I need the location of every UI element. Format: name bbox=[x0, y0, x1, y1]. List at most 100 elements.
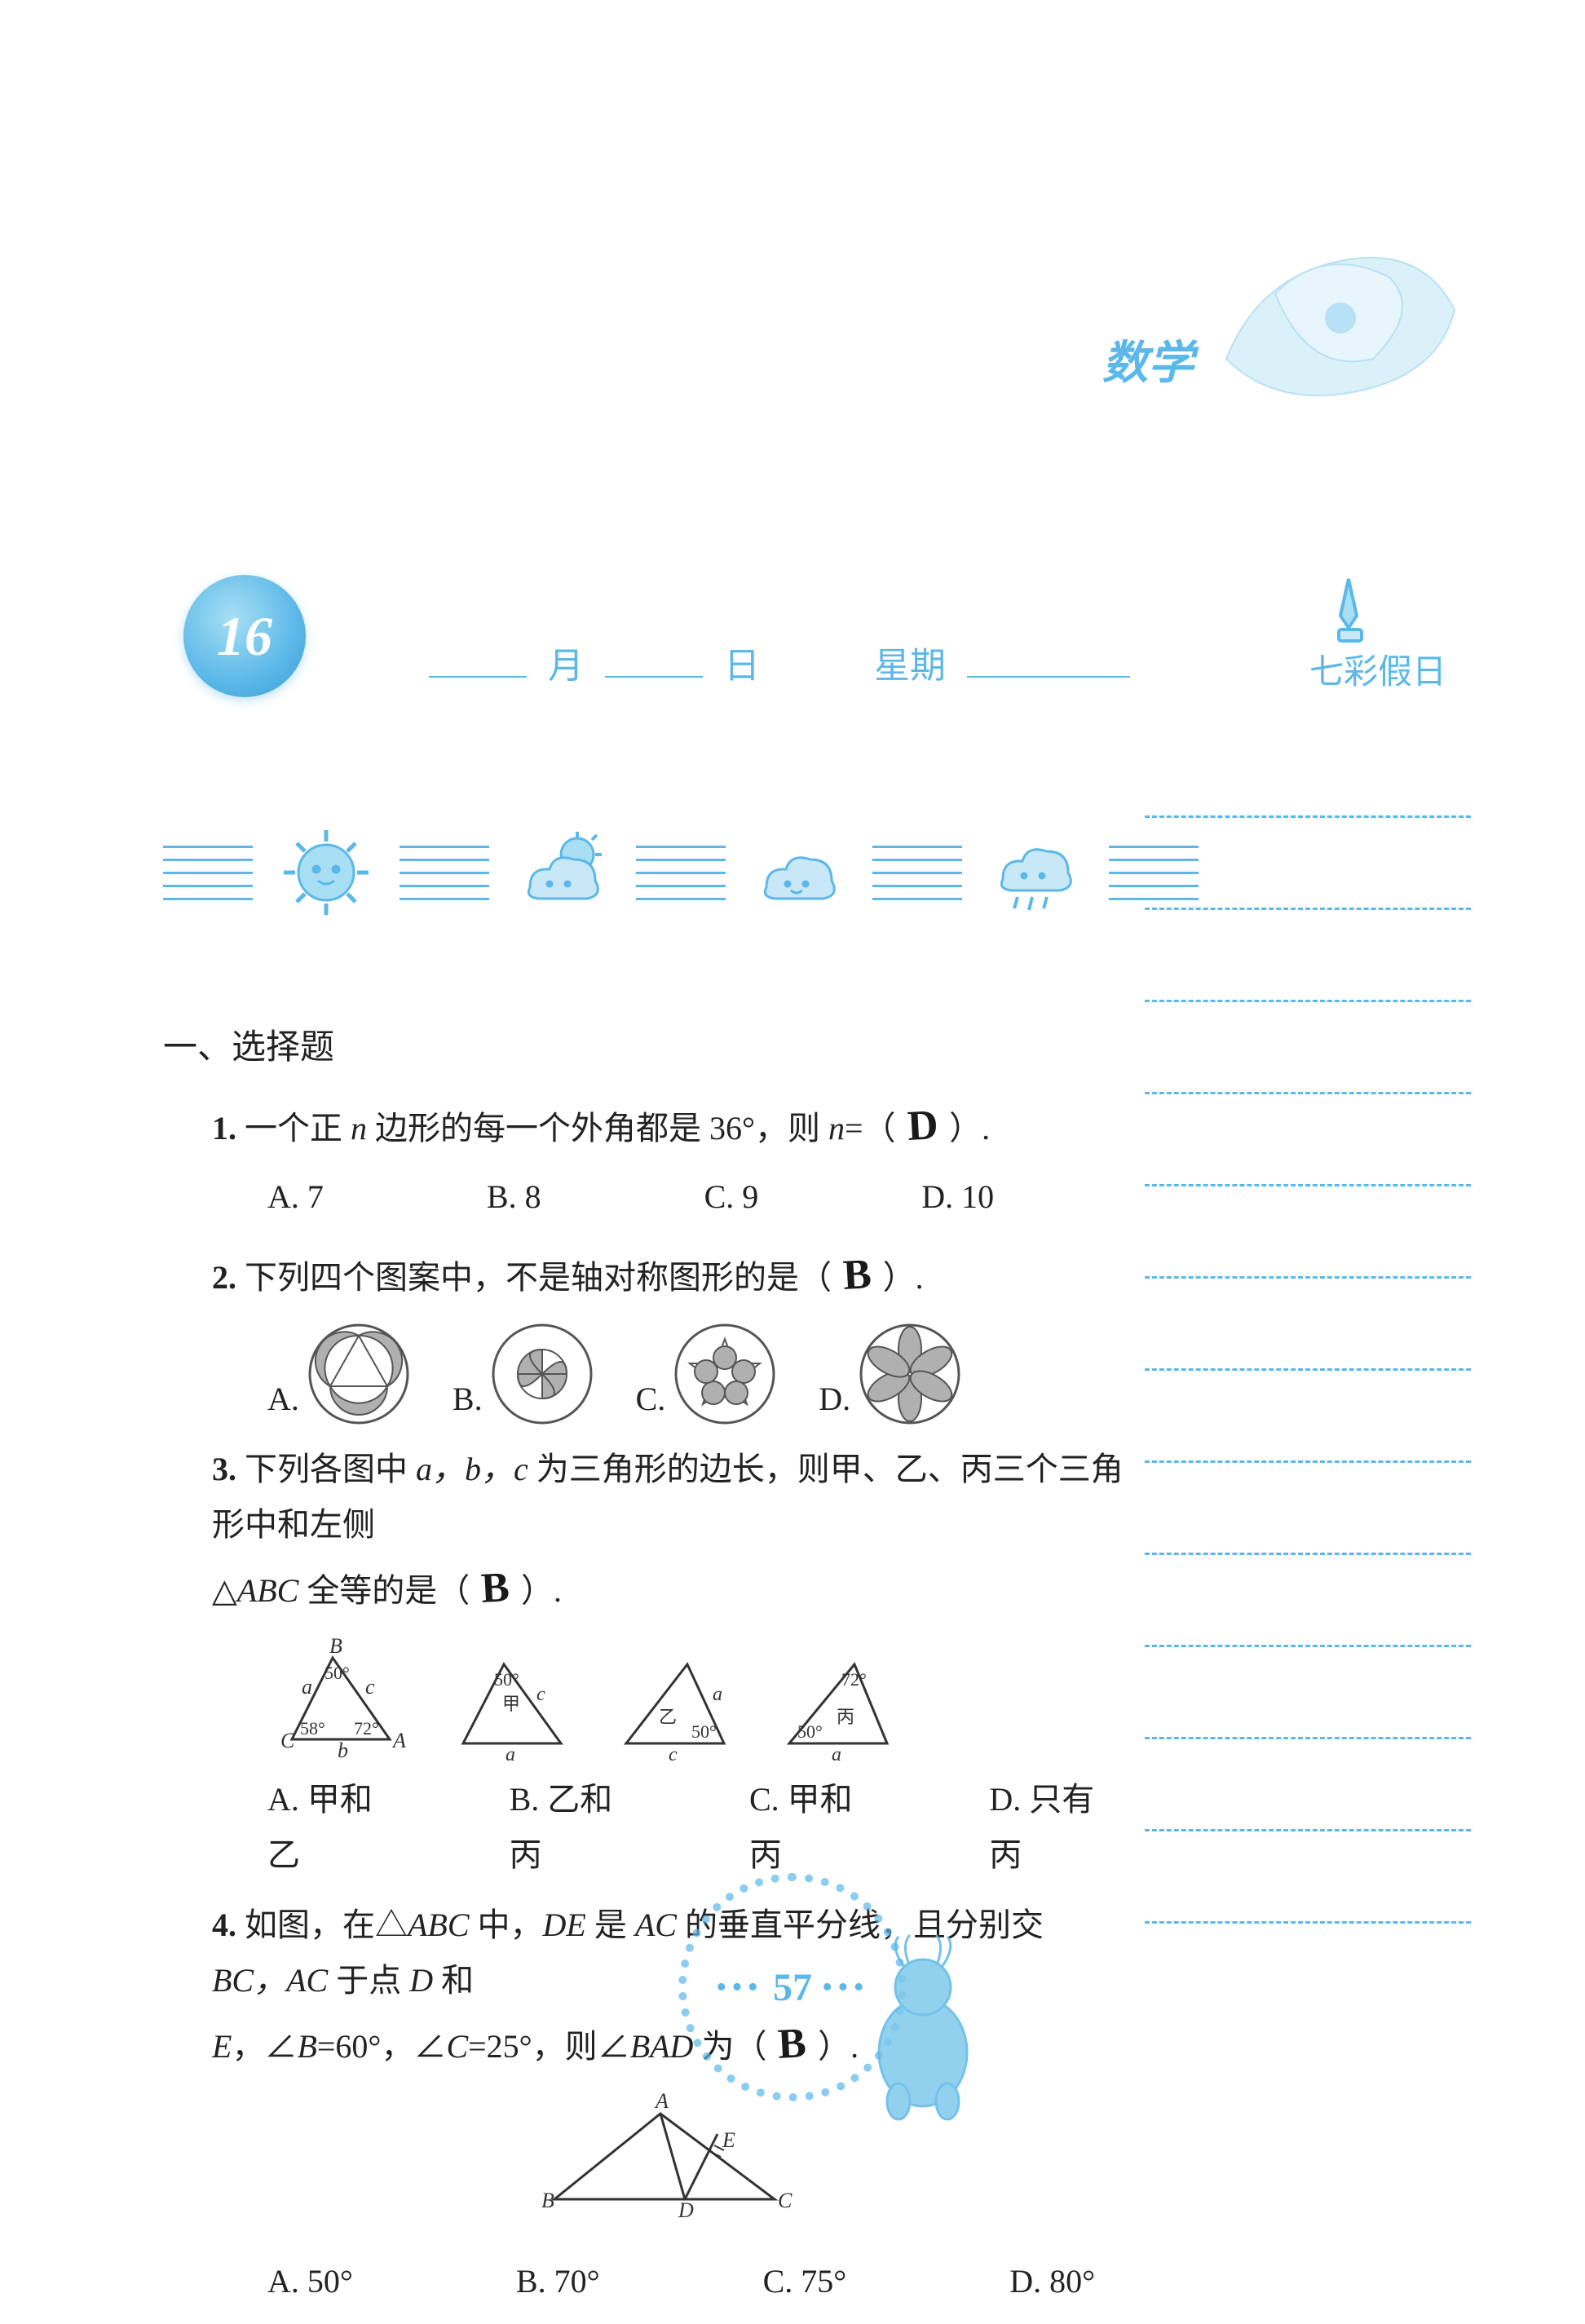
cloud-sun-icon bbox=[514, 824, 611, 921]
side-label: 七彩假日 bbox=[1309, 644, 1446, 694]
q1-opt-d: D. 10 bbox=[921, 1169, 994, 1225]
q4-de: DE bbox=[543, 1906, 586, 1943]
side-dash-lines bbox=[1145, 815, 1471, 1924]
q4-opt-d: D. 80° bbox=[1009, 2254, 1095, 2309]
dash-line[interactable] bbox=[1145, 1645, 1471, 1647]
svg-text:b: b bbox=[338, 1739, 348, 1762]
svg-text:72°: 72° bbox=[841, 1669, 867, 1690]
q1-text-suffix: =（ bbox=[845, 1110, 896, 1147]
h-lines-icon bbox=[872, 840, 962, 905]
dash-line[interactable] bbox=[1145, 1000, 1471, 1002]
q2-answer: B bbox=[841, 1239, 873, 1312]
svg-text:A: A bbox=[391, 1729, 406, 1752]
q2-opt-b-item: B. bbox=[453, 1321, 595, 1427]
day-blank[interactable] bbox=[605, 676, 703, 678]
q4-opt-b: B. 70° bbox=[516, 2254, 600, 2309]
svg-text:c: c bbox=[669, 1744, 678, 1764]
q3-text-end: ）. bbox=[521, 1572, 562, 1609]
page: 数学 16 月 日 星期 七彩假日 bbox=[0, 0, 1585, 2264]
weekday-label: 星期 bbox=[874, 636, 946, 688]
q3-opt-a: A. 甲和乙 bbox=[267, 1772, 404, 1883]
dash-line[interactable] bbox=[1145, 1368, 1471, 1371]
q3-triangles: B C A a c b 50° 58° 72° bbox=[267, 1633, 1125, 1764]
q2-opt-d-item: D. bbox=[819, 1321, 963, 1427]
q4-opt-c: C. 75° bbox=[763, 2254, 847, 2309]
q4-abc: ABC bbox=[408, 1906, 470, 1943]
q4-bcac: BC，AC bbox=[212, 1962, 328, 1999]
triangle-yi-icon: 50° 乙 c a bbox=[610, 1641, 740, 1764]
q3-line2-prefix: △ bbox=[212, 1572, 237, 1609]
dash-line[interactable] bbox=[1145, 1553, 1471, 1555]
q3-text-prefix: 下列各图中 bbox=[245, 1451, 416, 1487]
q4-num: 4. bbox=[212, 1906, 236, 1943]
day-number: 16 bbox=[183, 575, 306, 697]
dash-line[interactable] bbox=[1145, 1460, 1471, 1463]
page-footer: ••• 57 ••• bbox=[646, 1873, 939, 2101]
h-lines-icon bbox=[636, 840, 726, 905]
svg-text:a: a bbox=[302, 1675, 312, 1699]
q4-line2-e: E bbox=[212, 2028, 232, 2065]
q4-line2-mid3: =25°，则∠ bbox=[468, 2028, 630, 2065]
svg-text:B: B bbox=[329, 1634, 342, 1658]
dash-line[interactable] bbox=[1145, 1921, 1471, 1924]
q1-options: A. 7 B. 8 C. 9 D. 10 bbox=[267, 1169, 1125, 1225]
q3-opt-c: C. 甲和丙 bbox=[749, 1772, 883, 1883]
q3-num: 3. bbox=[212, 1451, 236, 1487]
q4-line2-c: C bbox=[446, 2028, 468, 2065]
svg-text:50°: 50° bbox=[797, 1721, 823, 1742]
dash-line[interactable] bbox=[1145, 1276, 1471, 1279]
pattern-c-icon bbox=[672, 1321, 778, 1427]
q1-opt-a: A. 7 bbox=[267, 1169, 324, 1225]
q1-answer: D bbox=[905, 1089, 939, 1163]
q4-text-prefix: 如图，在△ bbox=[245, 1906, 408, 1943]
q1-opt-b: B. 8 bbox=[487, 1169, 541, 1225]
question-3: 3. 下列各图中 a，b，c 为三角形的边长，则甲、乙、丙三个三角形中和左侧 △… bbox=[212, 1442, 1125, 1882]
pattern-b-icon bbox=[489, 1321, 595, 1427]
section-title: 一、选择题 bbox=[163, 1019, 1125, 1077]
dash-line[interactable] bbox=[1145, 1092, 1471, 1094]
q3-opt-d: D. 只有丙 bbox=[989, 1772, 1125, 1883]
q3-opt-b: B. 乙和丙 bbox=[510, 1772, 643, 1883]
q2-options: A. B. bbox=[267, 1321, 1125, 1427]
h-lines-icon bbox=[400, 840, 489, 905]
q3-answer: B bbox=[479, 1552, 511, 1625]
content-area: 一、选择题 1. 一个正 n 边形的每一个外角都是 36°，则 n=（ D ）.… bbox=[163, 1019, 1125, 2324]
page-number: 57 bbox=[773, 1965, 812, 2010]
pattern-d-icon bbox=[857, 1321, 963, 1427]
triangle-bing-icon: 72° 50° 丙 a bbox=[773, 1641, 903, 1764]
q2-opt-c-item: C. bbox=[636, 1321, 779, 1427]
q4-triangle-icon: A B C D E bbox=[530, 2093, 807, 2224]
dash-line[interactable] bbox=[1145, 815, 1471, 818]
q3-line2-suffix: 全等的是（ bbox=[298, 1572, 470, 1609]
day-badge: 16 bbox=[179, 571, 310, 701]
q2-num: 2. bbox=[212, 1259, 236, 1296]
weather-decoration-row bbox=[163, 815, 1125, 930]
svg-text:D: D bbox=[678, 2198, 694, 2222]
svg-text:58°: 58° bbox=[300, 1718, 325, 1739]
deer-mascot-icon bbox=[841, 1930, 1004, 2126]
svg-text:72°: 72° bbox=[354, 1718, 379, 1739]
q1-opt-c: C. 9 bbox=[704, 1169, 759, 1225]
q3-abc: a，b，c bbox=[416, 1451, 528, 1487]
dash-line[interactable] bbox=[1145, 1829, 1471, 1831]
q4-d: D bbox=[409, 1962, 433, 1999]
q4-line2-mid2: =60°，∠ bbox=[317, 2028, 447, 2065]
weekday-blank[interactable] bbox=[967, 676, 1130, 678]
svg-text:C: C bbox=[778, 2189, 792, 2212]
cloud-icon bbox=[750, 824, 848, 921]
q2-opt-a-item: A. bbox=[267, 1321, 412, 1427]
month-blank[interactable] bbox=[429, 676, 527, 678]
q1-num: 1. bbox=[212, 1110, 236, 1147]
q4-line2-mid1: ，∠ bbox=[232, 2028, 297, 2065]
corner-decoration bbox=[1194, 196, 1471, 424]
dash-line[interactable] bbox=[1145, 1184, 1471, 1186]
svg-text:C: C bbox=[280, 1729, 295, 1752]
svg-text:c: c bbox=[365, 1675, 375, 1699]
q2-opt-c-label: C. bbox=[636, 1372, 666, 1427]
dash-line[interactable] bbox=[1145, 908, 1471, 910]
dash-line[interactable] bbox=[1145, 1737, 1471, 1739]
sun-icon bbox=[277, 824, 375, 921]
q2-text: 下列四个图案中，不是轴对称图形的是（ bbox=[245, 1259, 832, 1296]
svg-text:B: B bbox=[541, 2189, 554, 2212]
q1-text-mid: 边形的每一个外角都是 36°，则 bbox=[367, 1110, 828, 1147]
